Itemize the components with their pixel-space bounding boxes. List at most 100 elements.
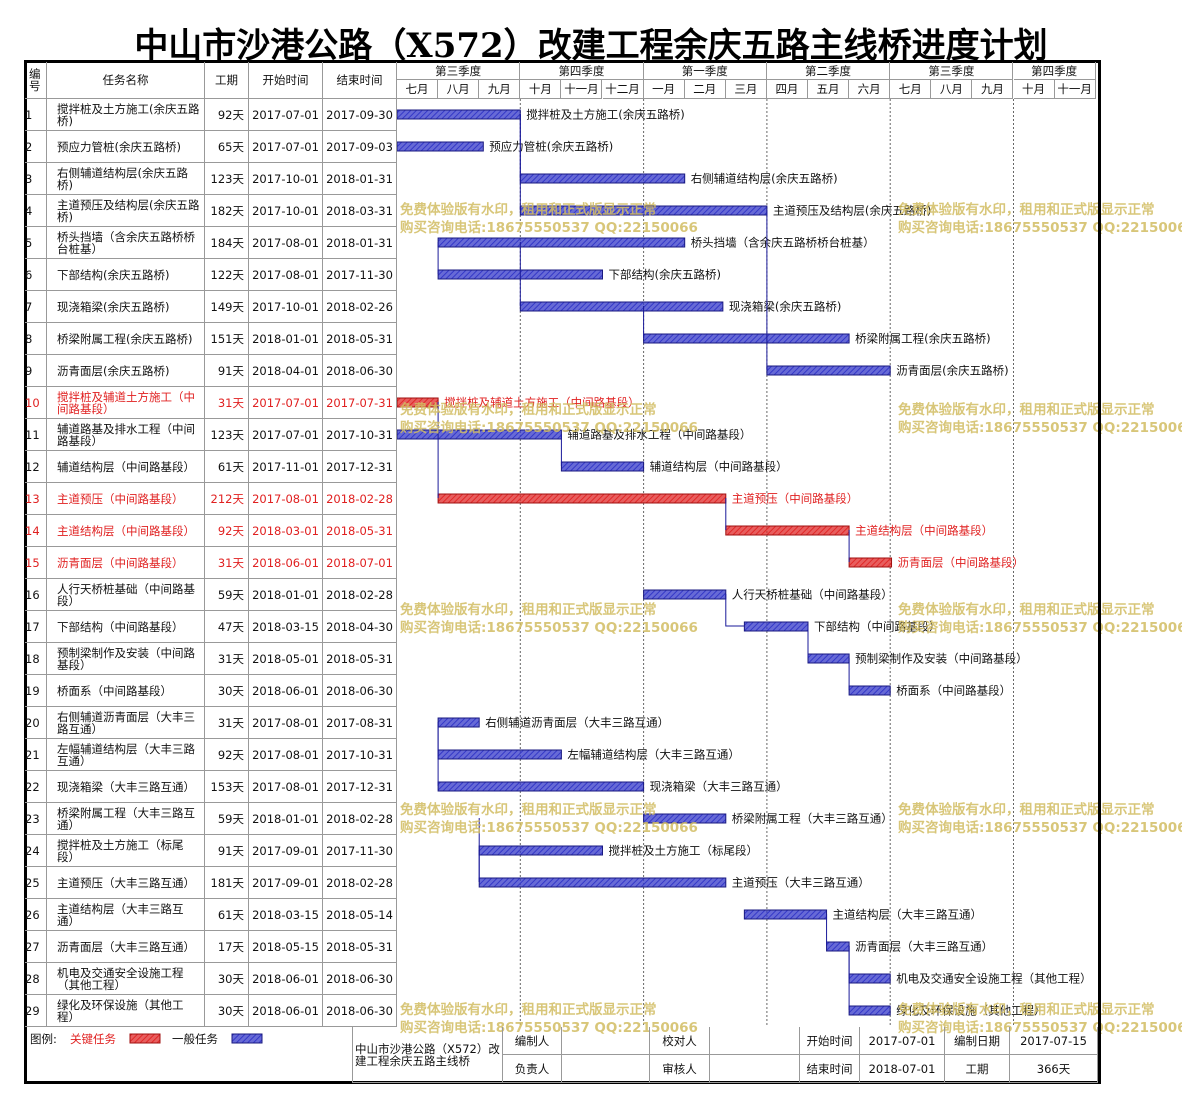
task-id: 7	[25, 291, 47, 323]
bar-label: 右侧辅道结构层(余庆五路桥)	[691, 172, 838, 186]
watermark: 免费体验版有水印，租用和正式版显示正常	[898, 401, 1155, 418]
quarter-header: 第四季度	[520, 62, 644, 80]
bar-label: 主道预压（中间路基段）	[732, 492, 859, 506]
legend-text: 关键任务	[70, 1032, 116, 1046]
legend-text: 图例:	[30, 1032, 57, 1046]
task-name: 辅道结构层（中间路基段）	[47, 451, 205, 483]
quarter-header: 第二季度	[766, 62, 891, 80]
task-bar	[643, 813, 727, 824]
task-duration: 92天	[205, 739, 249, 771]
task-start: 2017-10-01	[249, 291, 323, 323]
task-bar	[766, 365, 891, 376]
bar-label: 左幅辅道结构层（大丰三路互通）	[567, 748, 740, 762]
bar-label: 下部结构(余庆五路桥)	[609, 268, 721, 282]
task-start: 2017-09-01	[249, 867, 323, 899]
month-header: 三月	[725, 80, 767, 99]
task-duration: 91天	[205, 355, 249, 387]
task-end: 2017-12-31	[323, 451, 397, 483]
task-id: 17	[25, 611, 47, 643]
watermark: 免费体验版有水印，租用和正式版显示正常	[400, 201, 657, 218]
task-duration: 184天	[205, 227, 249, 259]
task-id: 11	[25, 419, 47, 451]
page-title: 中山市沙港公路（X572）改建工程余庆五路主线桥进度计划	[134, 26, 1048, 66]
watermark: 购买咨询电话:18675550537 QQ:22150066	[898, 819, 1182, 836]
bar-label: 搅拌桩及土方施工（标尾段）	[609, 844, 759, 858]
task-start: 2018-03-15	[249, 899, 323, 931]
footer-cell: 2017-07-15	[1010, 1027, 1098, 1055]
bar-label: 辅道路基及排水工程（中间路基段）	[567, 428, 751, 442]
task-duration: 30天	[205, 995, 249, 1027]
task-id: 28	[25, 963, 47, 995]
bar-label: 预制梁制作及安装（中间路基段）	[855, 652, 1028, 666]
task-duration: 123天	[205, 419, 249, 451]
task-bar	[478, 877, 727, 888]
footer-cell	[710, 1027, 800, 1055]
watermark: 购买咨询电话:18675550537 QQ:22150066	[898, 419, 1182, 436]
bar-label: 下部结构（中间路基段）	[814, 620, 941, 634]
task-start: 2017-07-01	[249, 387, 323, 419]
task-duration: 59天	[205, 803, 249, 835]
task-bar	[848, 685, 891, 696]
bar-label: 辅道结构层（中间路基段）	[650, 460, 788, 474]
task-start: 2017-08-01	[249, 259, 323, 291]
task-end: 2017-11-30	[323, 835, 397, 867]
watermark: 购买咨询电话:18675550537 QQ:22150066	[400, 219, 698, 236]
bar-label: 桥梁附属工程（大丰三路互通）	[732, 812, 893, 826]
watermark: 免费体验版有水印，租用和正式版显示正常	[400, 801, 657, 818]
task-name: 机电及交通安全设施工程（其他工程）	[47, 963, 205, 995]
column-header: 开始时间	[249, 62, 323, 99]
task-id: 9	[25, 355, 47, 387]
task-start: 2017-08-01	[249, 739, 323, 771]
month-header: 十月	[1013, 80, 1055, 99]
column-header: 编号	[25, 62, 47, 99]
footer-cell: 开始时间	[800, 1027, 860, 1055]
task-duration: 92天	[205, 99, 249, 131]
bar-label: 现浇箱梁(余庆五路桥)	[729, 300, 841, 314]
task-name: 主道预压及结构层(余庆五路桥)	[47, 195, 205, 227]
task-end: 2017-10-31	[323, 739, 397, 771]
month-header: 十一月	[1054, 80, 1096, 99]
bar-label: 主道预压及结构层(余庆五路桥)	[773, 204, 931, 218]
task-duration: 65天	[205, 131, 249, 163]
task-duration: 149天	[205, 291, 249, 323]
task-bar	[643, 333, 850, 344]
watermark: 购买咨询电话:18675550537 QQ:22150066	[400, 1019, 698, 1036]
task-start: 2017-07-01	[249, 419, 323, 451]
task-bar	[396, 141, 484, 152]
task-end: 2018-05-31	[323, 323, 397, 355]
footer-cell: 2017-07-01	[860, 1027, 945, 1055]
task-name: 桥梁附属工程（大丰三路互通）	[47, 803, 205, 835]
task-bar	[560, 461, 645, 472]
task-duration: 31天	[205, 547, 249, 579]
legend-text: 一般任务	[172, 1032, 218, 1046]
bar-label: 搅拌桩及辅道土方施工（中间路基段）	[444, 396, 639, 410]
task-duration: 91天	[205, 835, 249, 867]
task-duration: 31天	[205, 643, 249, 675]
task-name: 预应力管桩(余庆五路桥)	[47, 131, 205, 163]
watermark: 免费体验版有水印，租用和正式版显示正常	[898, 1001, 1155, 1018]
footer-cell: 366天	[1010, 1055, 1098, 1083]
watermark: 免费体验版有水印，租用和正式版显示正常	[898, 601, 1155, 618]
task-start: 2018-04-01	[249, 355, 323, 387]
task-id: 1	[25, 99, 47, 131]
bar-label: 搅拌桩及土方施工(余庆五路桥)	[526, 108, 684, 122]
task-start: 2018-06-01	[249, 963, 323, 995]
task-name: 现浇箱梁（大丰三路互通）	[47, 771, 205, 803]
task-name: 主道预压（中间路基段）	[47, 483, 205, 515]
task-duration: 47天	[205, 611, 249, 643]
task-bar	[848, 1005, 891, 1016]
task-bar	[437, 781, 645, 792]
task-id: 19	[25, 675, 47, 707]
task-end: 2018-02-26	[323, 291, 397, 323]
month-header: 十月	[520, 80, 562, 99]
task-name: 主道预压（大丰三路互通）	[47, 867, 205, 899]
task-end: 2017-08-31	[323, 707, 397, 739]
bar-label: 桥梁附属工程(余庆五路桥)	[855, 332, 990, 346]
task-start: 2017-10-01	[249, 163, 323, 195]
task-id: 3	[25, 163, 47, 195]
task-duration: 31天	[205, 707, 249, 739]
task-start: 2017-11-01	[249, 451, 323, 483]
task-start: 2018-05-15	[249, 931, 323, 963]
task-id: 27	[25, 931, 47, 963]
